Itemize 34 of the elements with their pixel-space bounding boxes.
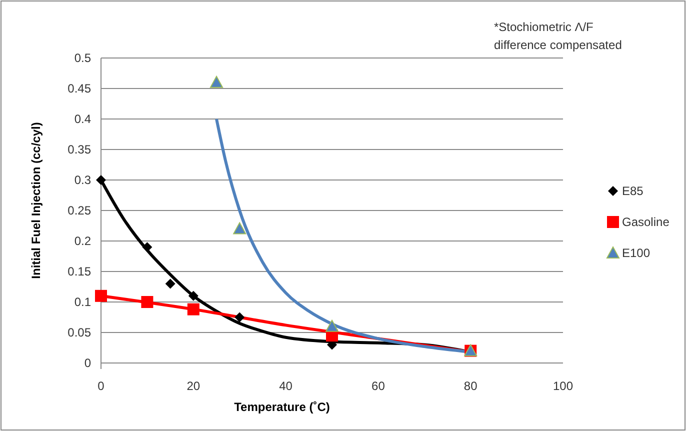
y-tick-label: 0.3 — [74, 173, 92, 188]
point — [96, 175, 106, 185]
y-tick-label: 0.2 — [74, 234, 92, 248]
point — [210, 76, 223, 88]
legend-label: E100 — [622, 246, 650, 260]
text: *Stochiometric Λ/F difference compensated — [494, 20, 622, 52]
point — [142, 242, 152, 252]
point — [233, 222, 246, 234]
point — [141, 296, 154, 308]
y-tick-label: 0.1 — [74, 295, 92, 310]
y-axis-title: Initial Fuel Injection (cc/cyl) — [29, 122, 43, 279]
legend-label: E85 — [622, 184, 644, 198]
x-tick-label: 20 — [186, 379, 200, 393]
point — [326, 320, 338, 332]
y-tick-label: 0.25 — [68, 204, 92, 218]
point — [188, 290, 198, 301]
y-tick-label: 0.15 — [68, 264, 92, 279]
x-tick-label: 60 — [372, 379, 386, 393]
x-tick-label: 40 — [279, 379, 293, 393]
point — [165, 278, 176, 289]
y-tick-label: 0 — [84, 356, 92, 370]
point — [95, 290, 107, 302]
y-tick-label: 0.35 — [68, 142, 92, 157]
x-tick-label: 80 — [464, 379, 478, 393]
y-tick-label: 0.4 — [74, 112, 92, 126]
y-tick-label: 0.5 — [74, 51, 92, 66]
point — [234, 312, 245, 322]
x-axis-title: Temperature (˚C) — [234, 400, 330, 414]
x-tick-label: 100 — [552, 379, 574, 393]
point — [187, 303, 200, 316]
x-tick-label: 0 — [98, 379, 105, 393]
y-tick-label: 0.05 — [68, 326, 92, 340]
legend-label: Gasoline — [622, 215, 670, 230]
y-tick-label: 0.45 — [68, 82, 92, 96]
